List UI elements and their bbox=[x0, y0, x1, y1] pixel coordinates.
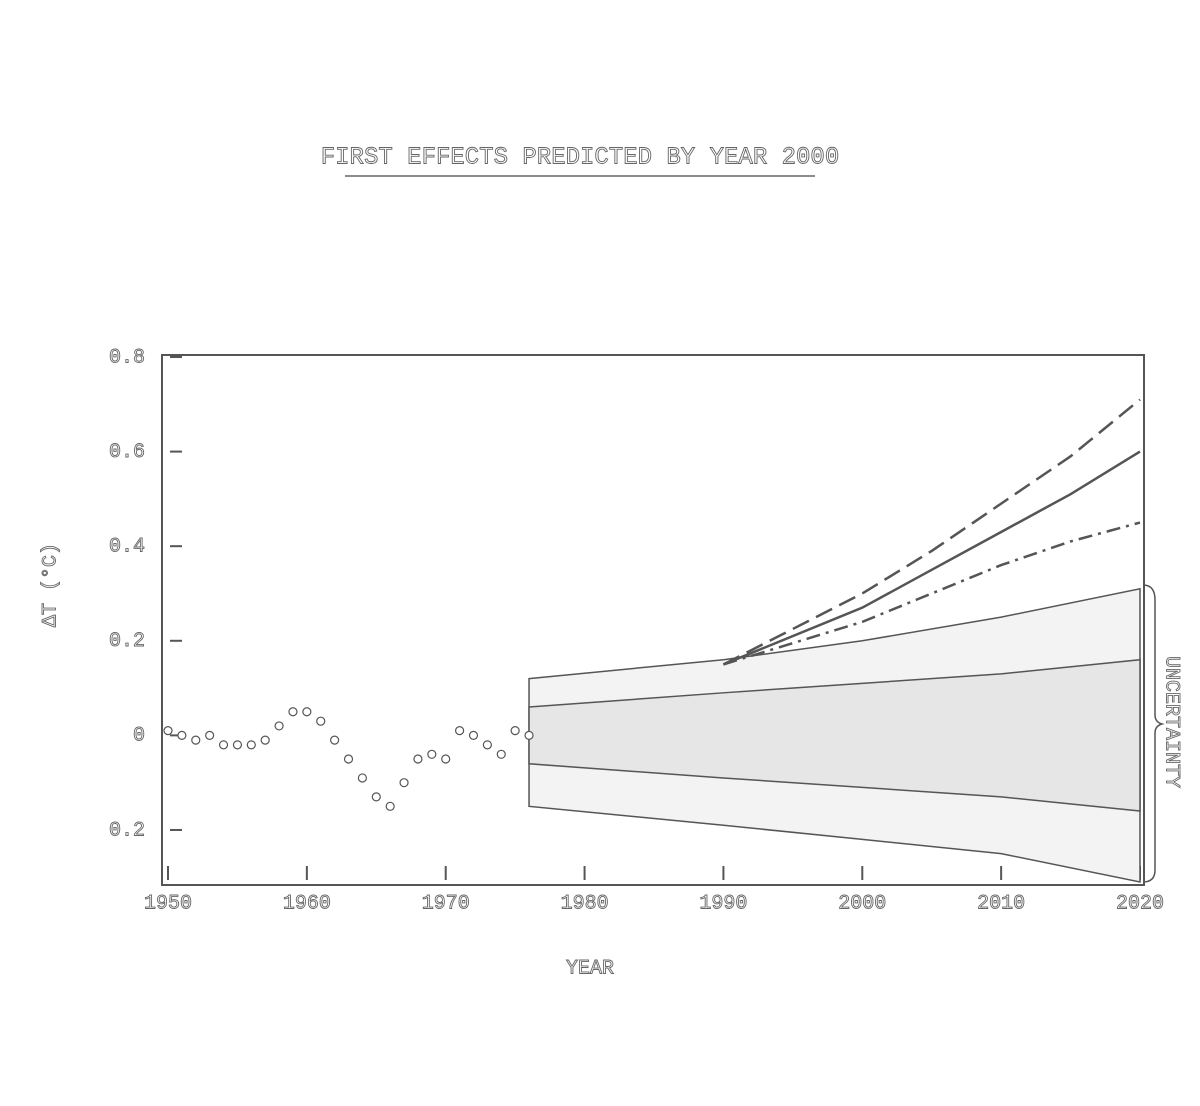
y-axis-label: ΔT (°C) bbox=[39, 543, 62, 627]
observed-point bbox=[427, 749, 437, 759]
y-tick-label: 0.2 bbox=[109, 630, 145, 653]
observed-point bbox=[413, 754, 423, 764]
x-tick-label: 1980 bbox=[561, 892, 609, 915]
annotation: UNCERTAINTY bbox=[1160, 656, 1183, 788]
observed-point bbox=[260, 735, 270, 745]
observed-point bbox=[246, 740, 256, 750]
observed-point bbox=[357, 773, 367, 783]
x-tick-label: 2000 bbox=[838, 892, 886, 915]
y-tick-label: 0.6 bbox=[109, 441, 145, 464]
projection-line bbox=[722, 398, 1141, 666]
observed-point bbox=[330, 735, 340, 745]
uncertainty-band bbox=[528, 658, 1141, 812]
x-axis-label: YEAR bbox=[566, 957, 614, 980]
observed-point bbox=[205, 730, 215, 740]
observed-point bbox=[468, 730, 479, 740]
observed-point bbox=[343, 754, 354, 764]
x-tick-label: 1950 bbox=[144, 892, 192, 915]
plot-frame bbox=[161, 354, 1145, 886]
x-tick-label: 1970 bbox=[422, 892, 470, 915]
observed-point bbox=[371, 792, 381, 802]
observed-point bbox=[316, 716, 326, 726]
observed-point bbox=[482, 740, 492, 750]
y-tick-label: 0.2 bbox=[109, 819, 145, 842]
observed-point bbox=[455, 726, 465, 736]
observed-point bbox=[177, 730, 187, 740]
observed-point bbox=[163, 726, 173, 736]
observed-point bbox=[441, 754, 451, 764]
observed-point bbox=[496, 749, 506, 759]
y-tick-label: 0 bbox=[133, 725, 145, 748]
y-tick-label: 0.4 bbox=[109, 535, 145, 558]
x-tick-label: 2010 bbox=[977, 892, 1025, 915]
projection-line bbox=[722, 450, 1141, 666]
observed-point bbox=[385, 801, 395, 811]
observed-point bbox=[399, 778, 409, 788]
x-tick-label: 1990 bbox=[699, 892, 747, 915]
x-tick-label: 2020 bbox=[1116, 892, 1164, 915]
observed-point bbox=[288, 707, 298, 717]
observed-point bbox=[302, 707, 312, 717]
projection-line bbox=[723, 521, 1141, 666]
observed-point bbox=[524, 730, 534, 740]
x-tick-label: 1960 bbox=[283, 892, 331, 915]
y-tick-label: 0.8 bbox=[109, 346, 145, 369]
observed-point bbox=[274, 721, 284, 731]
chart-title: FIRST EFFECTS PREDICTED BY YEAR 2000 bbox=[321, 144, 839, 171]
observed-point bbox=[191, 735, 201, 745]
observed-point bbox=[232, 740, 243, 750]
observed-point bbox=[218, 740, 229, 750]
observed-point bbox=[510, 726, 520, 736]
uncertainty-brace bbox=[1142, 584, 1165, 883]
